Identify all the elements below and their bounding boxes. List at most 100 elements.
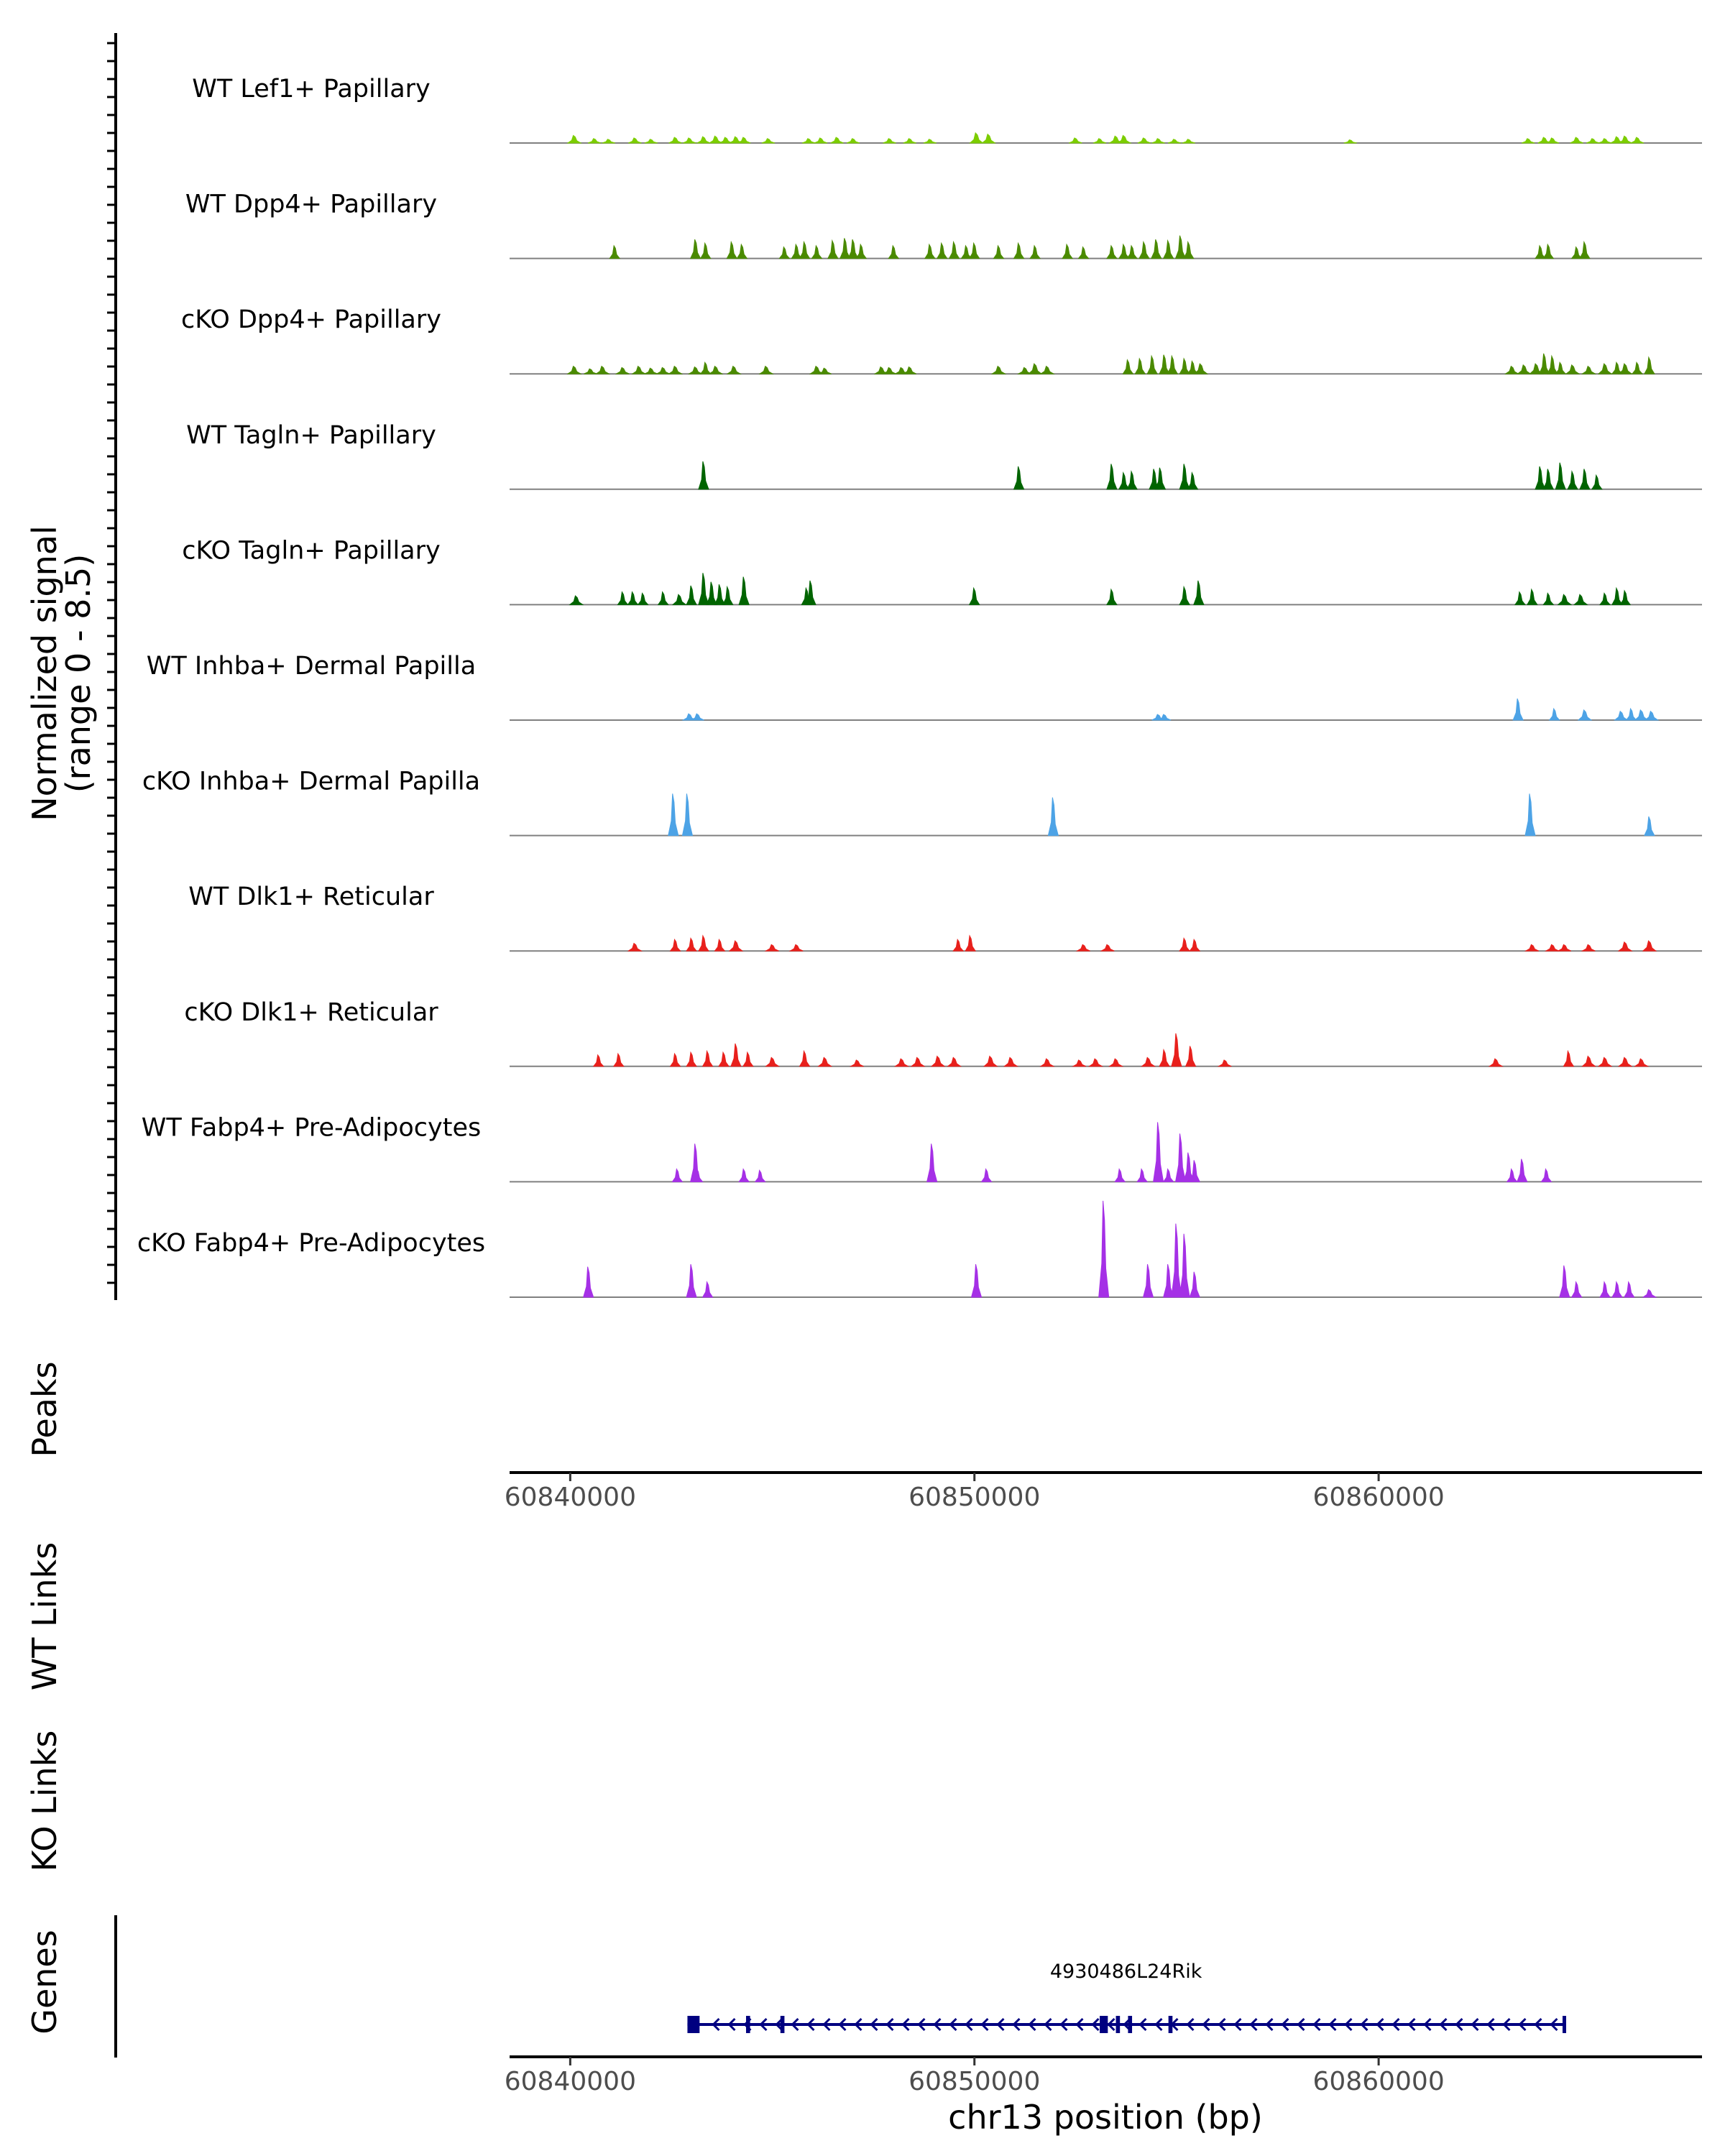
signal-peak — [1171, 1033, 1182, 1067]
signal-peak — [1623, 1281, 1635, 1298]
gene-exon — [1128, 2016, 1133, 2033]
track-label: WT Dlk1+ Reticular — [188, 883, 434, 911]
strand-arrow — [1455, 2017, 1463, 2032]
strand-arrow — [1360, 2017, 1368, 2032]
signal-peak — [948, 240, 960, 259]
signal-peak — [888, 244, 900, 259]
strand-arrow — [1044, 2017, 1052, 2032]
signal-peak — [1611, 1281, 1623, 1298]
signal-peak — [926, 1143, 938, 1182]
signal-peak — [696, 136, 711, 144]
signal-peak — [1179, 937, 1191, 952]
signal-peak — [1514, 591, 1526, 605]
signal-peak — [1029, 244, 1041, 259]
signal-peak — [702, 1281, 714, 1298]
signal-peak — [1075, 944, 1090, 952]
gene-exon — [1168, 2016, 1173, 2033]
strand-arrow — [1439, 2017, 1448, 2032]
signal-peak — [1577, 709, 1593, 721]
signal-peak — [1193, 580, 1205, 605]
signal-peak — [690, 1143, 702, 1182]
strand-arrow — [870, 2017, 878, 2032]
strand-arrow — [1423, 2017, 1432, 2032]
strand-arrow — [1233, 2017, 1242, 2032]
signal-peak — [671, 594, 687, 605]
signal-peak — [968, 586, 980, 605]
signal-peak — [617, 591, 629, 605]
signal-peak — [993, 244, 1005, 259]
track: WT Tagln+ Papillary — [186, 421, 1702, 490]
strand-arrow — [996, 2017, 1005, 2032]
strand-arrow — [806, 2017, 815, 2032]
signal-peak — [1597, 1056, 1613, 1067]
signal-peak — [1555, 361, 1567, 374]
coverage-tracks: WT Lef1+ Papillary WT Dpp4+ Papillary cKO … — [137, 75, 1702, 1298]
signal-peak — [1118, 243, 1130, 259]
signal-peak — [930, 1055, 946, 1067]
coverage-y-ticks — [107, 42, 116, 1284]
signal-peak — [1138, 240, 1150, 259]
signal-peak — [758, 365, 774, 374]
signal-peak — [1573, 594, 1588, 605]
signal-peak — [698, 934, 709, 952]
x-tick-label: 60850000 — [908, 1483, 1040, 1512]
signal-peak — [698, 461, 709, 490]
signal-peak — [1217, 1059, 1232, 1067]
signal-peak — [1159, 354, 1170, 374]
signal-peak — [883, 138, 896, 144]
signal-peak — [1504, 365, 1520, 374]
signal-peak — [1105, 244, 1118, 259]
track: cKO Tagln+ Papillary — [182, 536, 1702, 606]
strand-arrow — [1471, 2017, 1479, 2032]
signal-peak — [801, 138, 816, 144]
gene-model: 4930486L24Rik — [687, 1961, 1566, 2033]
signal-peak — [801, 586, 813, 605]
signal-peak — [1189, 1271, 1200, 1298]
signal-peak — [1617, 363, 1633, 374]
signal-peak — [1193, 363, 1209, 374]
signal-peak — [683, 137, 696, 144]
signal-peak — [1159, 1049, 1170, 1067]
strand-arrow — [1281, 2017, 1289, 2032]
signal-peak — [1598, 138, 1612, 144]
signal-peak — [1179, 585, 1191, 605]
signal-peak — [1126, 470, 1138, 490]
signal-peak — [1013, 466, 1025, 490]
gene-exon — [687, 2016, 700, 2033]
strand-arrow — [1550, 2017, 1558, 2032]
signal-peak — [830, 137, 844, 144]
strand-arrow — [1486, 2017, 1495, 2032]
signal-peak — [1108, 1058, 1124, 1067]
signal-peak — [1555, 462, 1566, 490]
signal-peak — [1506, 1168, 1518, 1182]
signal-peak — [728, 940, 744, 952]
signal-peak — [818, 367, 832, 374]
strand-arrow — [1138, 2017, 1147, 2032]
signal-peak — [689, 239, 702, 259]
strand-arrow — [759, 2017, 768, 2032]
signal-peak — [1545, 137, 1560, 144]
signal-peak — [855, 243, 868, 259]
signal-peak — [702, 1049, 714, 1067]
signal-peak — [1642, 1289, 1657, 1298]
signal-peak — [1586, 138, 1600, 144]
signal-peak — [1524, 793, 1536, 837]
signal-peak — [902, 366, 916, 374]
signal-peak — [960, 244, 972, 259]
signal-peak — [1542, 243, 1555, 259]
ko-links-track-label: KO Links — [25, 1731, 64, 1872]
signal-peak — [1100, 944, 1115, 952]
signal-peak — [612, 1052, 625, 1067]
signal-peak — [602, 139, 615, 144]
strand-arrow — [1186, 2017, 1195, 2032]
track-label: WT Dpp4+ Papillary — [185, 190, 437, 219]
signal-peak — [592, 1054, 604, 1067]
y-axis-title: Normalized signal — [25, 525, 64, 821]
signal-peak — [1535, 466, 1546, 490]
signal-peak — [791, 243, 803, 259]
signal-peak — [923, 139, 937, 144]
signal-peak — [1077, 246, 1090, 259]
signal-peak — [1488, 1058, 1504, 1067]
strand-arrow — [1028, 2017, 1036, 2032]
signal-peak — [1027, 363, 1043, 374]
